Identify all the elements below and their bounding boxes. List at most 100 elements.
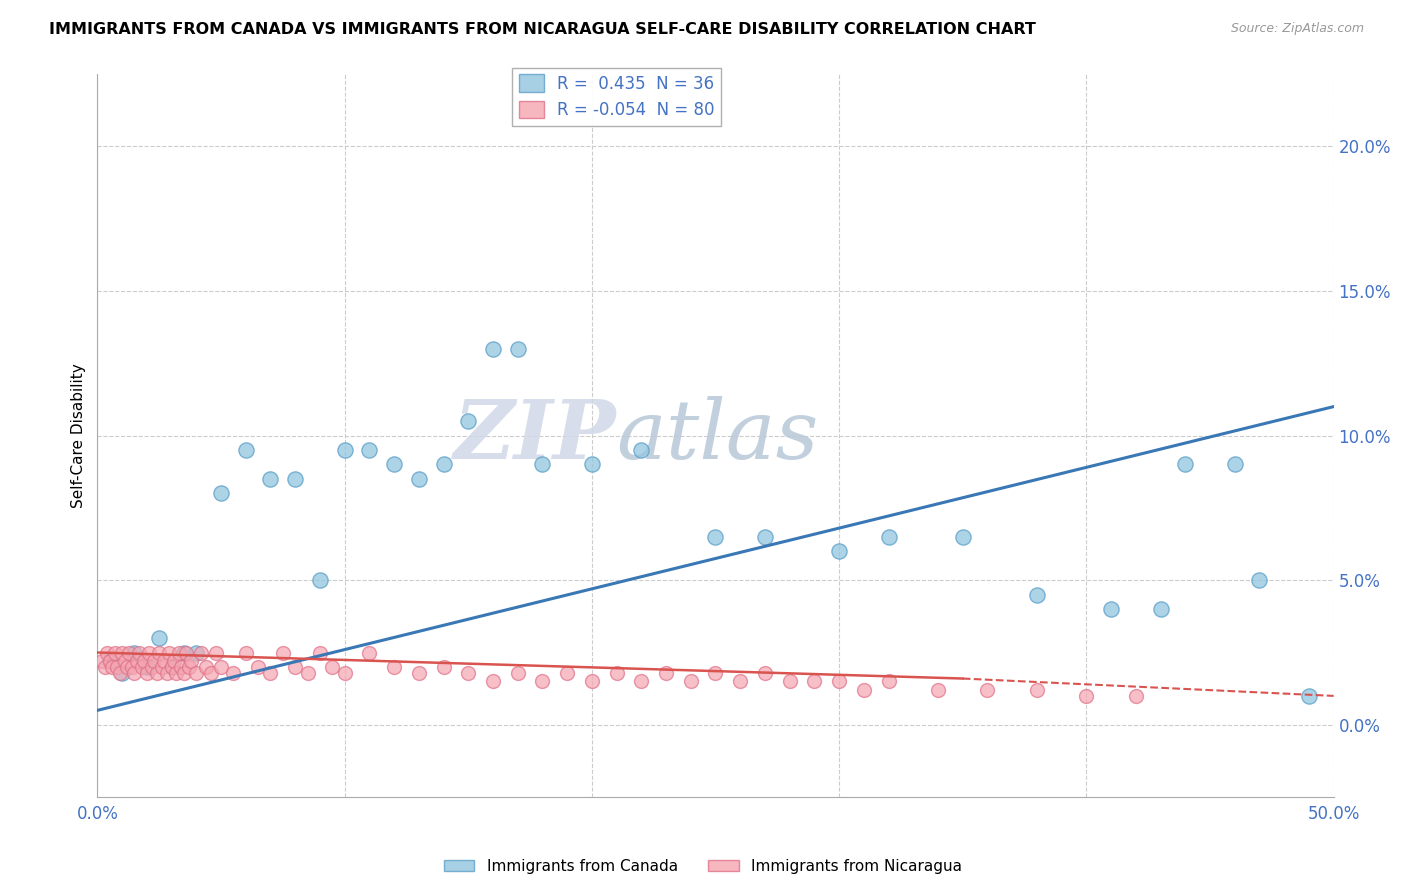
Point	[235, 646, 257, 660]
Point	[952, 530, 974, 544]
Point	[679, 674, 702, 689]
Point	[630, 674, 652, 689]
Point	[160, 660, 183, 674]
Point	[581, 458, 603, 472]
Point	[581, 674, 603, 689]
Point	[153, 654, 176, 668]
Point	[173, 665, 195, 680]
Point	[506, 665, 529, 680]
Point	[1223, 458, 1246, 472]
Point	[606, 665, 628, 680]
Point	[259, 472, 281, 486]
Point	[148, 631, 170, 645]
Point	[176, 646, 198, 660]
Point	[131, 660, 153, 674]
Point	[135, 660, 157, 674]
Point	[754, 665, 776, 680]
Point	[108, 665, 131, 680]
Point	[359, 442, 381, 457]
Point	[190, 646, 212, 660]
Point	[200, 665, 222, 680]
Point	[121, 660, 143, 674]
Point	[135, 665, 157, 680]
Point	[555, 665, 578, 680]
Point	[101, 660, 124, 674]
Point	[1026, 683, 1049, 698]
Point	[160, 660, 183, 674]
Point	[111, 665, 134, 680]
Point	[482, 342, 505, 356]
Point	[877, 530, 900, 544]
Point	[704, 530, 727, 544]
Point	[148, 646, 170, 660]
Point	[704, 665, 727, 680]
Point	[167, 646, 190, 660]
Legend: Immigrants from Canada, Immigrants from Nicaragua: Immigrants from Canada, Immigrants from …	[437, 853, 969, 880]
Point	[125, 654, 148, 668]
Point	[128, 646, 150, 660]
Text: atlas: atlas	[617, 395, 818, 475]
Point	[98, 654, 121, 668]
Point	[124, 646, 146, 660]
Point	[247, 660, 270, 674]
Point	[163, 654, 186, 668]
Point	[157, 646, 180, 660]
Point	[124, 665, 146, 680]
Y-axis label: Self-Care Disability: Self-Care Disability	[72, 363, 86, 508]
Point	[877, 674, 900, 689]
Point	[118, 646, 141, 660]
Point	[408, 665, 430, 680]
Point	[141, 660, 163, 674]
Point	[150, 660, 173, 674]
Point	[309, 573, 332, 587]
Point	[259, 665, 281, 680]
Point	[134, 654, 156, 668]
Point	[104, 646, 127, 660]
Point	[115, 660, 138, 674]
Point	[754, 530, 776, 544]
Point	[333, 665, 356, 680]
Point	[138, 646, 160, 660]
Point	[630, 442, 652, 457]
Point	[1298, 689, 1320, 703]
Point	[1249, 573, 1271, 587]
Point	[803, 674, 825, 689]
Point	[655, 665, 678, 680]
Point	[457, 414, 479, 428]
Point	[309, 646, 332, 660]
Point	[145, 665, 167, 680]
Point	[382, 660, 405, 674]
Point	[297, 665, 319, 680]
Legend: R =  0.435  N = 36, R = -0.054  N = 80: R = 0.435 N = 36, R = -0.054 N = 80	[512, 68, 721, 126]
Point	[1026, 588, 1049, 602]
Point	[143, 654, 166, 668]
Point	[209, 660, 232, 674]
Point	[111, 646, 134, 660]
Point	[531, 458, 554, 472]
Point	[186, 665, 208, 680]
Point	[205, 646, 228, 660]
Point	[284, 660, 307, 674]
Point	[1149, 602, 1171, 616]
Point	[155, 665, 177, 680]
Point	[177, 660, 200, 674]
Point	[408, 472, 430, 486]
Point	[852, 683, 875, 698]
Point	[114, 654, 136, 668]
Point	[94, 660, 117, 674]
Point	[457, 665, 479, 680]
Point	[828, 544, 851, 558]
Point	[432, 660, 454, 674]
Point	[359, 646, 381, 660]
Point	[482, 674, 505, 689]
Point	[321, 660, 343, 674]
Point	[271, 646, 294, 660]
Point	[728, 674, 751, 689]
Point	[828, 674, 851, 689]
Point	[976, 683, 998, 698]
Point	[170, 660, 193, 674]
Point	[235, 442, 257, 457]
Point	[98, 654, 121, 668]
Point	[209, 486, 232, 500]
Point	[96, 646, 118, 660]
